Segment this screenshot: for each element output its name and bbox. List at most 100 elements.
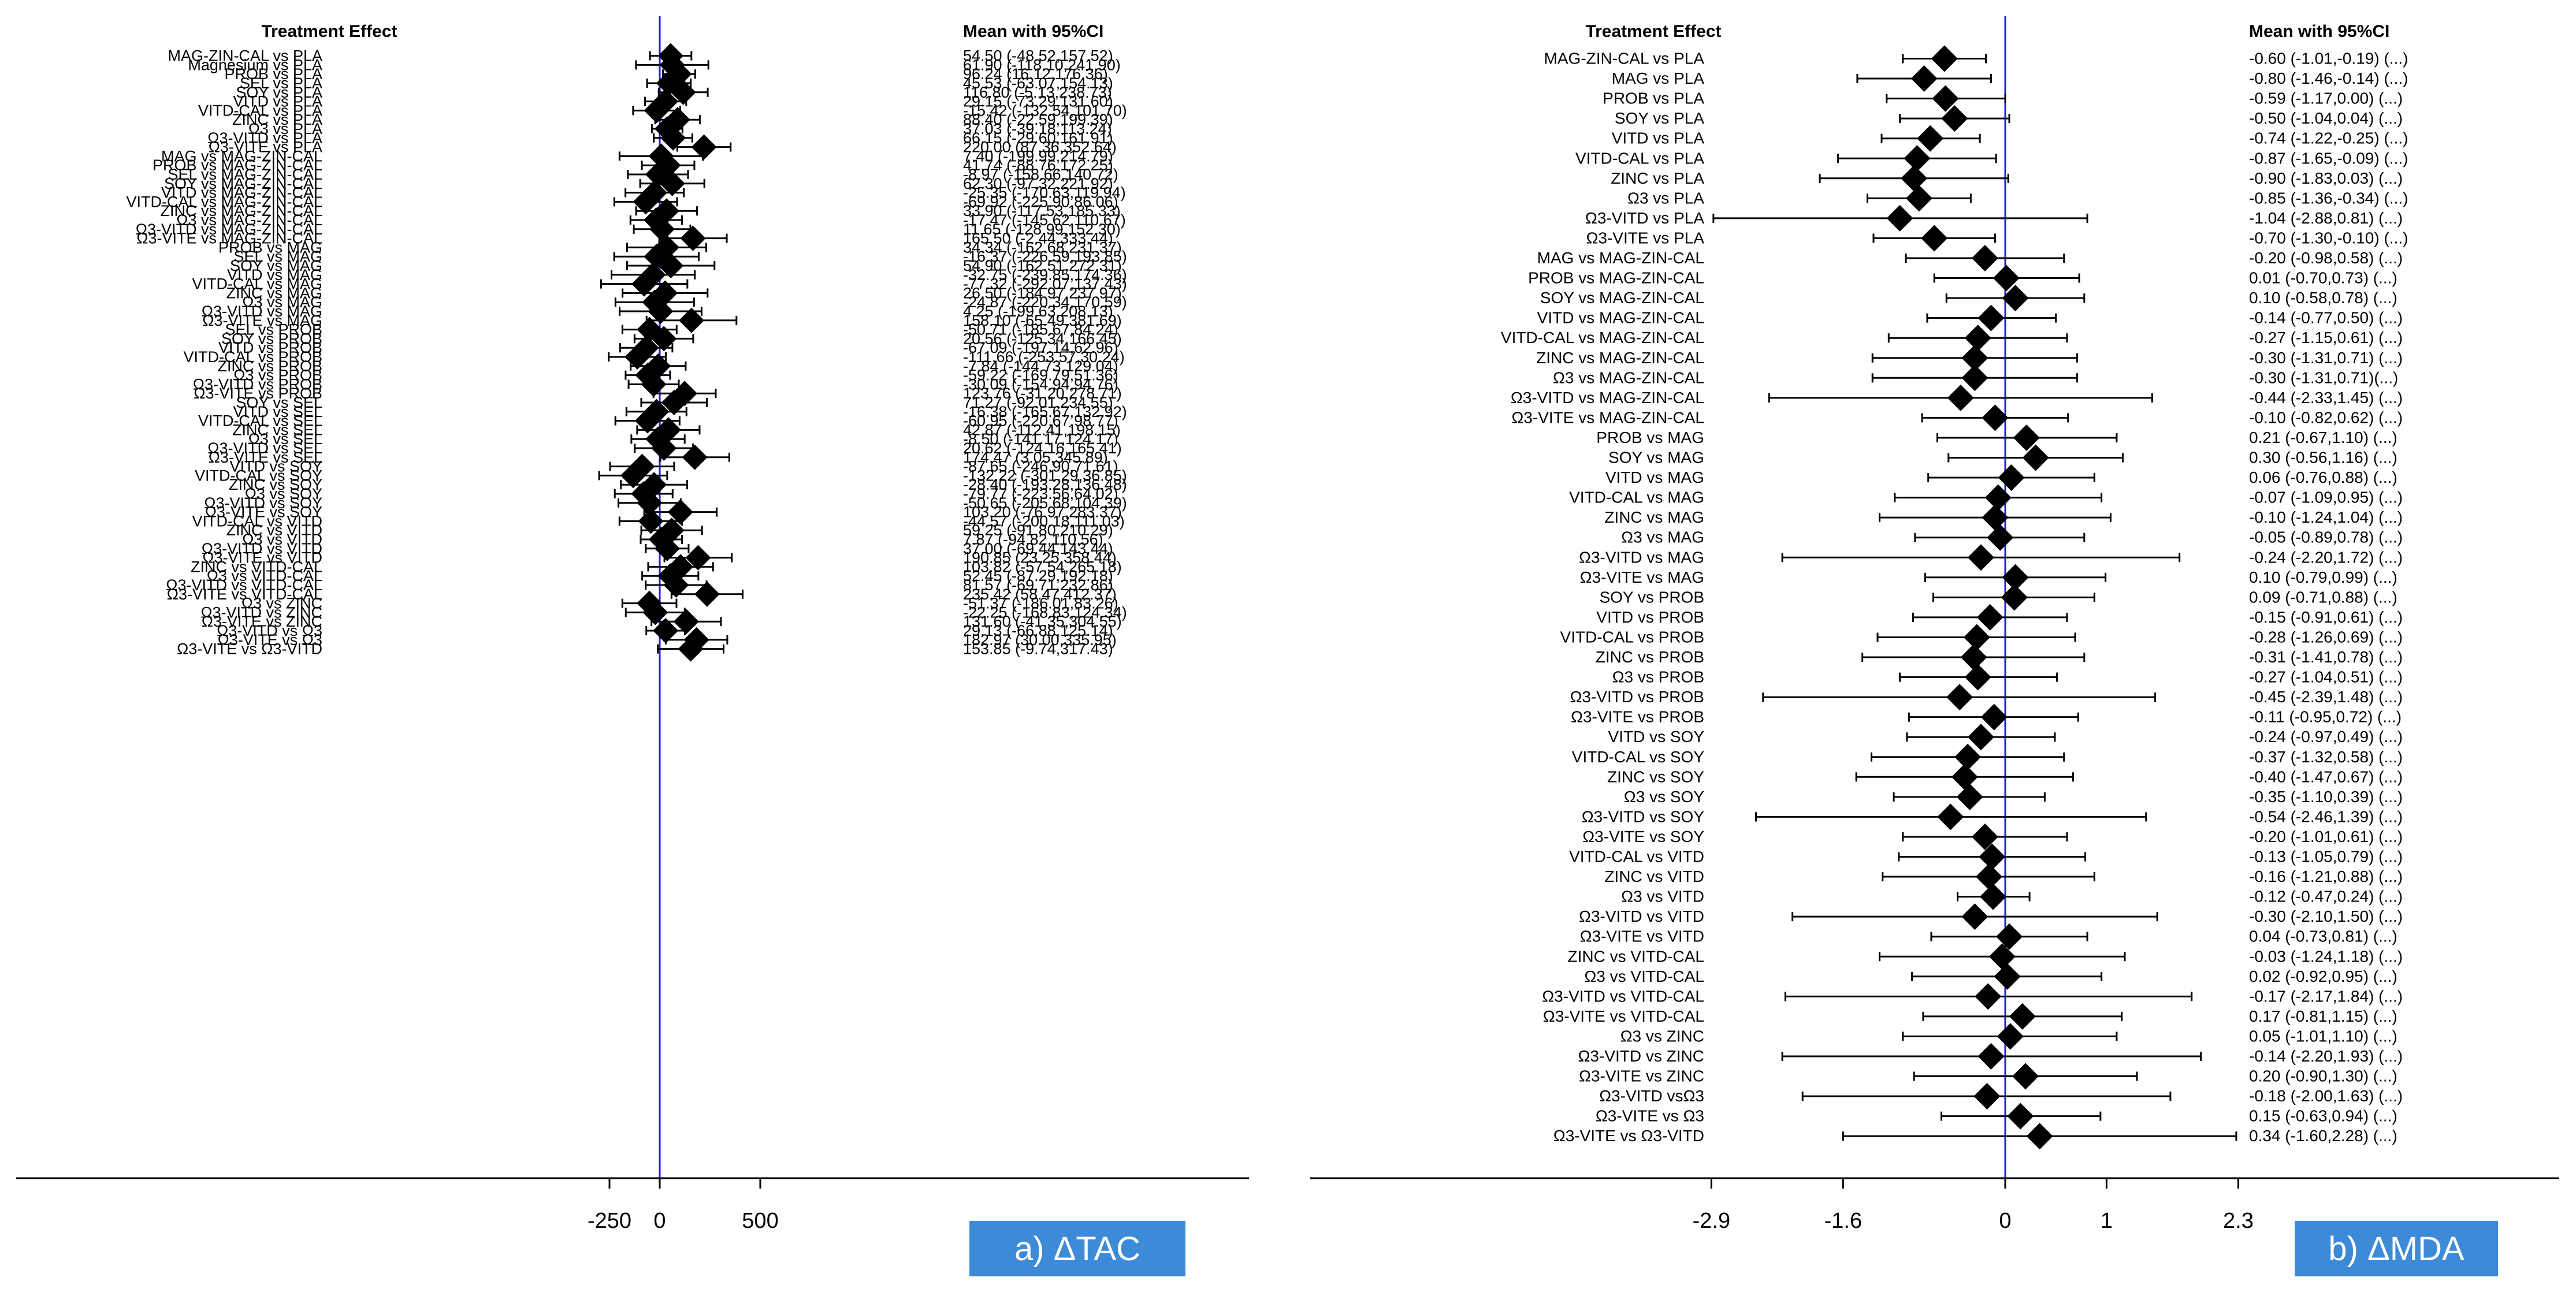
comparison-label: VITD-CAL vs SOY <box>195 467 322 484</box>
comparison-label: VITD vs SOY <box>229 458 322 475</box>
estimate-diamond <box>1977 304 2005 332</box>
mean-ci-value: 81.57 (-69.71,232.86) <box>963 576 1113 594</box>
estimate-diamond <box>1954 743 1982 770</box>
comparison-label: SOY vs MAG-ZIN-CAL <box>164 175 322 192</box>
comparison-label: Ω3 vs ZINC <box>241 595 322 612</box>
comparison-label: Ω3-VITE vs SOY <box>205 504 322 521</box>
mean-ci-value: -0.87 (-1.65,-0.09) (...) <box>2249 149 2408 167</box>
mean-ci-value: -79.77 (-223.56,64.02) <box>963 485 1118 502</box>
comparison-label: ZINC vs VITD-CAL <box>191 558 322 575</box>
comparison-label: PROB vs MAG-ZIN-CAL <box>153 157 322 174</box>
estimate-diamond <box>694 581 720 607</box>
mean-ci-value: -0.03 (-1.24,1.18) (...) <box>2249 947 2403 965</box>
mean-ci-value: -0.27 (-1.15,0.61) (...) <box>2249 329 2403 347</box>
mean-ci-value: -0.10 (-1.24,1.04) (...) <box>2249 508 2403 526</box>
estimate-diamond <box>2022 444 2049 471</box>
estimate-diamond <box>1937 803 1964 831</box>
estimate-diamond <box>634 408 660 434</box>
comparison-label: VITD-CAL vs PROB <box>1560 628 1704 646</box>
comparison-label: Ω3 vs MAG-ZIN-CAL <box>176 211 322 229</box>
estimate-diamond <box>1946 684 1973 711</box>
panel-label: a) ΔTAC <box>1014 1230 1140 1268</box>
comparison-label: VITD-CAL vs MAG-ZIN-CAL <box>1501 329 1704 347</box>
mean-ci-value: 103.20 (-76.97,283.37) <box>963 504 1122 521</box>
mean-ci-value: 29.13 (-66.88,125.14) <box>963 622 1113 639</box>
comparison-label: Ω3-VITD vs SOY <box>1582 807 1705 825</box>
comparison-label: PROB vs MAG <box>1596 429 1704 446</box>
mean-ci-value: -0.18 (-2.00,1.63) (...) <box>2249 1087 2403 1105</box>
estimate-diamond <box>691 134 717 160</box>
comparison-label: VITD vs PLA <box>233 93 322 110</box>
mean-ci-value: 0.10 (-0.79,0.99) (...) <box>2249 568 2397 586</box>
mean-ci-value: 29.15 (-73.29,131.60) <box>963 93 1113 110</box>
mean-ci-value: -0.05 (-0.89,0.78) (...) <box>2249 528 2403 546</box>
x-tick-label: 2.3 <box>2223 1209 2254 1233</box>
mean-ci-value: 153.85 (-9.74,317.43) <box>963 640 1113 658</box>
comparison-label: MAG vs PLA <box>1612 69 1705 87</box>
treatment-effect-header: Treatment Effect <box>1585 22 1721 41</box>
comparison-label: Ω3 vs PROB <box>233 367 322 384</box>
x-tick-label: -250 <box>588 1209 631 1233</box>
estimate-diamond <box>1964 325 1991 352</box>
mean-ci-value: 103.82 (-57.54,265.18) <box>963 558 1122 575</box>
comparison-label: Ω3 vs MAG <box>242 293 322 311</box>
mean-ci-value: 7.87 (-94.82,110.56) <box>963 531 1103 548</box>
estimate-diamond <box>637 490 663 516</box>
comparison-label: SEL vs MAG-ZIN-CAL <box>168 166 322 183</box>
x-tick-label: -2.9 <box>1693 1209 1730 1233</box>
x-tick-label: 0 <box>653 1209 666 1233</box>
comparison-label: ZINC vs SOY <box>229 476 322 493</box>
comparison-label: Ω3-VITD vs ZINC <box>1578 1047 1705 1065</box>
comparison-label: Ω3 vs SOY <box>1624 788 1705 806</box>
estimate-diamond <box>680 225 706 251</box>
mean-ci-value: -0.20 (-0.98,0.58) (...) <box>2249 249 2403 267</box>
comparison-label: VITD vs MAG-ZIN-CAL <box>161 184 322 202</box>
mean-ci-value: 0.05 (-1.01,1.10) (...) <box>2249 1027 2397 1045</box>
mean-ci-value: 158.10 (-65.49,381.69) <box>963 312 1122 329</box>
mean-ci-value: 54.90 (-162.51,272.31) <box>963 257 1122 274</box>
estimate-diamond <box>620 463 646 489</box>
estimate-diamond <box>1956 783 1983 810</box>
estimate-diamond <box>1904 145 1931 172</box>
mean-ci-value: -0.10 (-0.82,0.62) (...) <box>2249 408 2403 426</box>
comparison-label: Ω3-VITE vs MAG-ZIN-CAL <box>136 230 322 247</box>
comparison-label: ZINC vs MAG-ZIN-CAL <box>161 202 323 219</box>
mean-ci-value: 26.50 (-184.97,237.97) <box>963 284 1122 301</box>
estimate-diamond <box>1975 983 2002 1010</box>
comparison-label: Ω3 vs MAG <box>1621 528 1704 546</box>
estimate-diamond <box>2009 1003 2036 1030</box>
comparison-label: Ω3-VITD vs PROB <box>193 375 322 393</box>
mean-ci-value: -0.37 (-1.32,0.58) (...) <box>2249 748 2403 766</box>
comparison-label: ZINC vs MAG-ZIN-CAL <box>1536 349 1704 367</box>
comparison-label: SOY vs PLA <box>1615 109 1704 127</box>
comparison-label: Ω3-VITD vs VITD-CAL <box>1542 987 1704 1005</box>
estimate-diamond <box>679 307 705 333</box>
mean-ci-value: 52.45 (-87.29,192.18) <box>963 567 1113 584</box>
mean-ci-value: 0.20 (-0.90,1.30) (...) <box>2249 1067 2397 1085</box>
comparison-label: SOY vs PLA <box>236 84 322 101</box>
mean-ci-header: Mean with 95%CI <box>2249 22 2389 41</box>
comparison-label: ZINC vs VITD <box>226 522 323 539</box>
estimate-diamond <box>660 125 686 151</box>
comparison-label: SOY vs MAG-ZIN-CAL <box>1540 289 1704 307</box>
mean-ci-value: 0.30 (-0.56,1.16) (...) <box>2249 449 2397 467</box>
mean-ci-value: -0.27 (-1.04,0.51) (...) <box>2249 668 2403 686</box>
mean-ci-value: 42.87 (-112.41,198.15) <box>963 421 1121 438</box>
estimate-diamond <box>641 371 667 397</box>
mean-ci-value: -16.37 (-226.59,193.85) <box>963 248 1127 265</box>
mean-ci-value: -77.32 (-292.07,137.43) <box>963 275 1127 293</box>
mean-ci-value: -0.13 (-1.05,0.79) (...) <box>2249 848 2403 866</box>
mean-ci-value: -0.30 (-1.31,0.71) (...) <box>2249 349 2403 367</box>
estimate-diamond <box>1979 843 2006 870</box>
panel-label: b) ΔMDA <box>2328 1230 2465 1268</box>
comparison-label: Ω3-VITE vs PLA <box>209 139 322 156</box>
comparison-label: Ω3-VITE vs ZINC <box>202 613 322 630</box>
comparison-label: ZINC vs VITD-CAL <box>1568 947 1704 965</box>
comparison-label: Ω3 vs MAG-ZIN-CAL <box>1553 368 1704 386</box>
comparison-label: VITD-CAL vs SOY <box>1572 748 1705 766</box>
comparison-label: VITD-CAL vs VITD <box>192 512 322 530</box>
panel-label-box <box>2295 1221 2498 1276</box>
mean-ci-value: 34.34 (-162.68,231.37) <box>963 239 1122 256</box>
mean-ci-value: 59.25 (-91.80,210.29) <box>963 522 1113 539</box>
estimate-diamond <box>1996 923 2023 950</box>
